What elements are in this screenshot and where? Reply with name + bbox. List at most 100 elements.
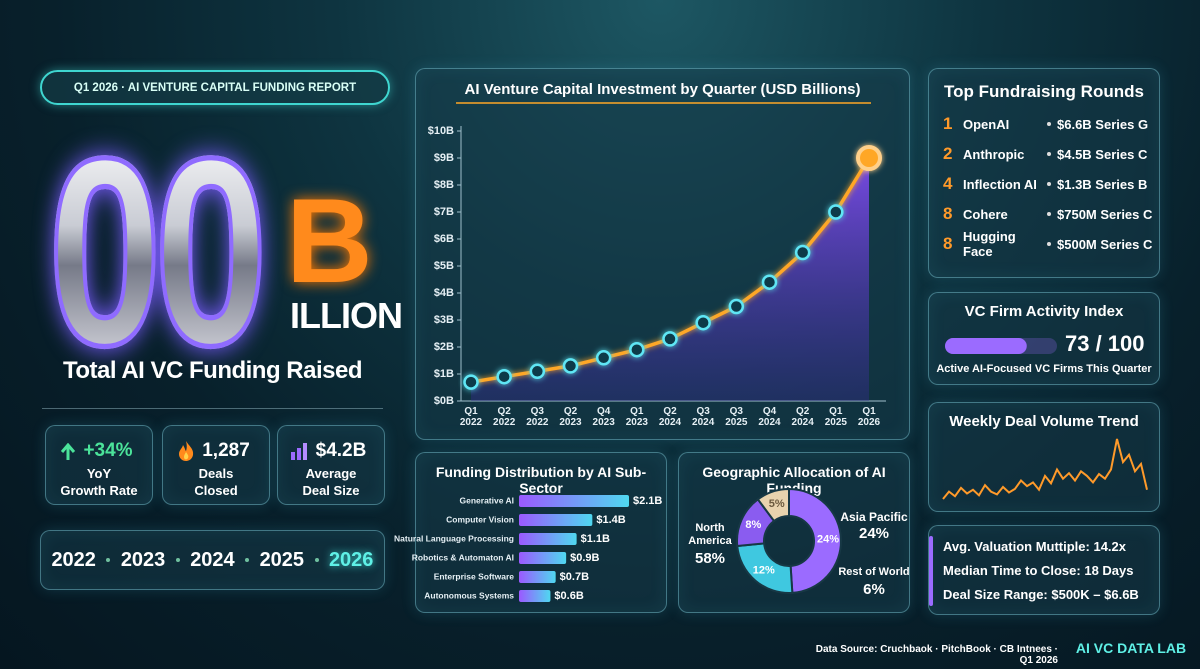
separator-dot bbox=[1047, 212, 1051, 216]
top-rounds-panel: Top Fundraising Rounds 1 OpenAI $6.6B Seri… bbox=[928, 68, 1160, 278]
round: $1.3B Series B bbox=[1057, 176, 1148, 192]
up-arrow-icon bbox=[60, 443, 76, 460]
y-tick-label: $4B bbox=[434, 287, 454, 299]
kpi-card: +34% YoY Growth Rate bbox=[45, 425, 153, 505]
x-tick-label: Q1 2025 bbox=[824, 406, 847, 428]
x-tick-label: Q4 2024 bbox=[758, 406, 781, 428]
hero-figure: 00 bbox=[46, 103, 270, 402]
point bbox=[463, 374, 479, 390]
point bbox=[794, 244, 811, 261]
y-tick-label: $10B bbox=[428, 125, 454, 137]
callout-share: 6% bbox=[863, 581, 885, 598]
bar-label: Computer Vision bbox=[446, 514, 514, 524]
hero-unit-rest: ILLION bbox=[290, 295, 403, 336]
stat-line: Avg. Valuation Muttiple: 14.2x bbox=[943, 539, 1126, 554]
rank: 8 bbox=[943, 204, 953, 223]
kpi-label: Average bbox=[305, 466, 357, 481]
separator-dot bbox=[314, 558, 319, 562]
round: $4.5B Series C bbox=[1057, 146, 1148, 162]
bar bbox=[519, 552, 567, 564]
bar-chart: Generative AI $2.1B Computer Vision $1.4B Na… bbox=[394, 495, 662, 602]
y-tick-label: $0B bbox=[434, 395, 454, 407]
brand: AI VC DATA LAB bbox=[1075, 640, 1187, 656]
kpi-value: 1,287 bbox=[202, 440, 250, 461]
kpi-value: $4.2B bbox=[315, 440, 367, 461]
chart-panel: AI Venture Capital Investment by Quarter… bbox=[415, 68, 910, 440]
round-row: 8 Cohere $750M Series C bbox=[943, 202, 1152, 226]
bar bbox=[519, 590, 551, 602]
y-tick-label: $1B bbox=[434, 368, 454, 380]
x-tick-label: Q1 2022 bbox=[459, 406, 483, 428]
rank: 8 bbox=[943, 234, 953, 253]
point bbox=[562, 358, 579, 374]
slice-label: 5% bbox=[769, 498, 785, 510]
point bbox=[828, 204, 844, 220]
point bbox=[761, 274, 778, 290]
company: Hugging Face bbox=[963, 229, 1016, 259]
separator-dot bbox=[1047, 122, 1051, 126]
point bbox=[728, 298, 745, 315]
hero-caption: Total AI VC Funding Raised bbox=[63, 357, 363, 384]
year: 2024 bbox=[190, 548, 235, 571]
y-tick-label: $9B bbox=[434, 152, 454, 164]
donut-chart: 24% 12% 8% 5% bbox=[736, 487, 842, 594]
bar bbox=[519, 514, 593, 526]
year: 2023 bbox=[120, 548, 166, 571]
x-tick-label: Q4 2023 bbox=[592, 406, 615, 428]
round-row: 8 Hugging Face $500M Series C bbox=[943, 229, 1152, 259]
panel-title: VC Firm Activity Index bbox=[964, 303, 1124, 320]
point bbox=[496, 368, 512, 385]
stat-line: Median Time to Close: 18 Days bbox=[943, 563, 1134, 578]
line-chart: $0B $1B $2B $3B $4B $5B $6B $7B $8B $9B $10B bbox=[428, 102, 886, 407]
y-tick-label: $7B bbox=[434, 206, 454, 218]
round: $6.6B Series G bbox=[1057, 116, 1149, 132]
index-caption: Active AI-Focused VC Firms This Quarter bbox=[936, 363, 1152, 375]
donut-slice bbox=[756, 487, 790, 523]
report-title: Q1 2026 · AI VENTURE CAPITAL FUNDING REP… bbox=[40, 70, 390, 105]
bar bbox=[519, 533, 577, 545]
bar-label: Generative AI bbox=[460, 495, 515, 505]
x-tick-label: Q2 2024 bbox=[791, 406, 814, 428]
x-tick-label: Q1 2023 bbox=[625, 406, 648, 428]
kpi-label: Deal Size bbox=[302, 483, 360, 498]
data-source: Data Source: Cruchbaok · PitchBook · CB … bbox=[815, 644, 1058, 666]
area bbox=[471, 158, 869, 401]
y-tick-label: $3B bbox=[434, 314, 454, 326]
sparkline bbox=[942, 438, 1148, 500]
stat-line: Deal Size Range: $500K – $6.6B bbox=[943, 587, 1139, 602]
progress-bar bbox=[945, 338, 1057, 354]
trend-line bbox=[942, 438, 1148, 500]
value-label: $1.1B bbox=[581, 533, 610, 545]
bars-icon bbox=[291, 443, 307, 460]
separator-dot bbox=[1047, 242, 1051, 246]
donut-slice bbox=[788, 487, 842, 594]
y-tick-label: $8B bbox=[434, 179, 454, 191]
company: OpenAI bbox=[963, 116, 1010, 132]
x-tick-label: Q3 2022 bbox=[526, 406, 549, 428]
company: Cohere bbox=[963, 206, 1008, 222]
panel-title: Top Fundraising Rounds bbox=[944, 82, 1144, 101]
kpi-card: 1,287 Deals Closed bbox=[162, 425, 270, 505]
value-label: $0.7B bbox=[560, 571, 589, 583]
kpi-label: Deals bbox=[198, 466, 234, 481]
progress-fill bbox=[945, 338, 1027, 354]
kpi-value: +34% bbox=[83, 440, 133, 461]
year: 2025 bbox=[259, 548, 305, 571]
bar bbox=[519, 495, 629, 507]
round-row: 1 OpenAI $6.6B Series G bbox=[943, 112, 1148, 136]
y-tick-label: $2B bbox=[434, 341, 454, 353]
x-tick-label: Q3 2025 bbox=[725, 406, 748, 428]
point bbox=[629, 341, 645, 358]
activity-panel: VC Firm Activity Index 73 / 100 Active A… bbox=[928, 292, 1160, 385]
bar bbox=[519, 571, 556, 583]
callout-name: Asia Pacific bbox=[840, 510, 908, 524]
separator-dot bbox=[1047, 152, 1051, 156]
slice-label: 8% bbox=[745, 519, 761, 531]
kpi-label: Growth Rate bbox=[60, 483, 138, 498]
panel-title: Funding Distribution by AI Sub-Sector bbox=[435, 464, 647, 496]
round-row: 4 Inflection AI $1.3B Series B bbox=[943, 172, 1147, 196]
kpi-label: Closed bbox=[194, 483, 238, 498]
bar-panel: Funding Distribution by AI Sub-Sector Ge… bbox=[394, 452, 667, 613]
callout-name: Rest of World bbox=[838, 566, 910, 578]
